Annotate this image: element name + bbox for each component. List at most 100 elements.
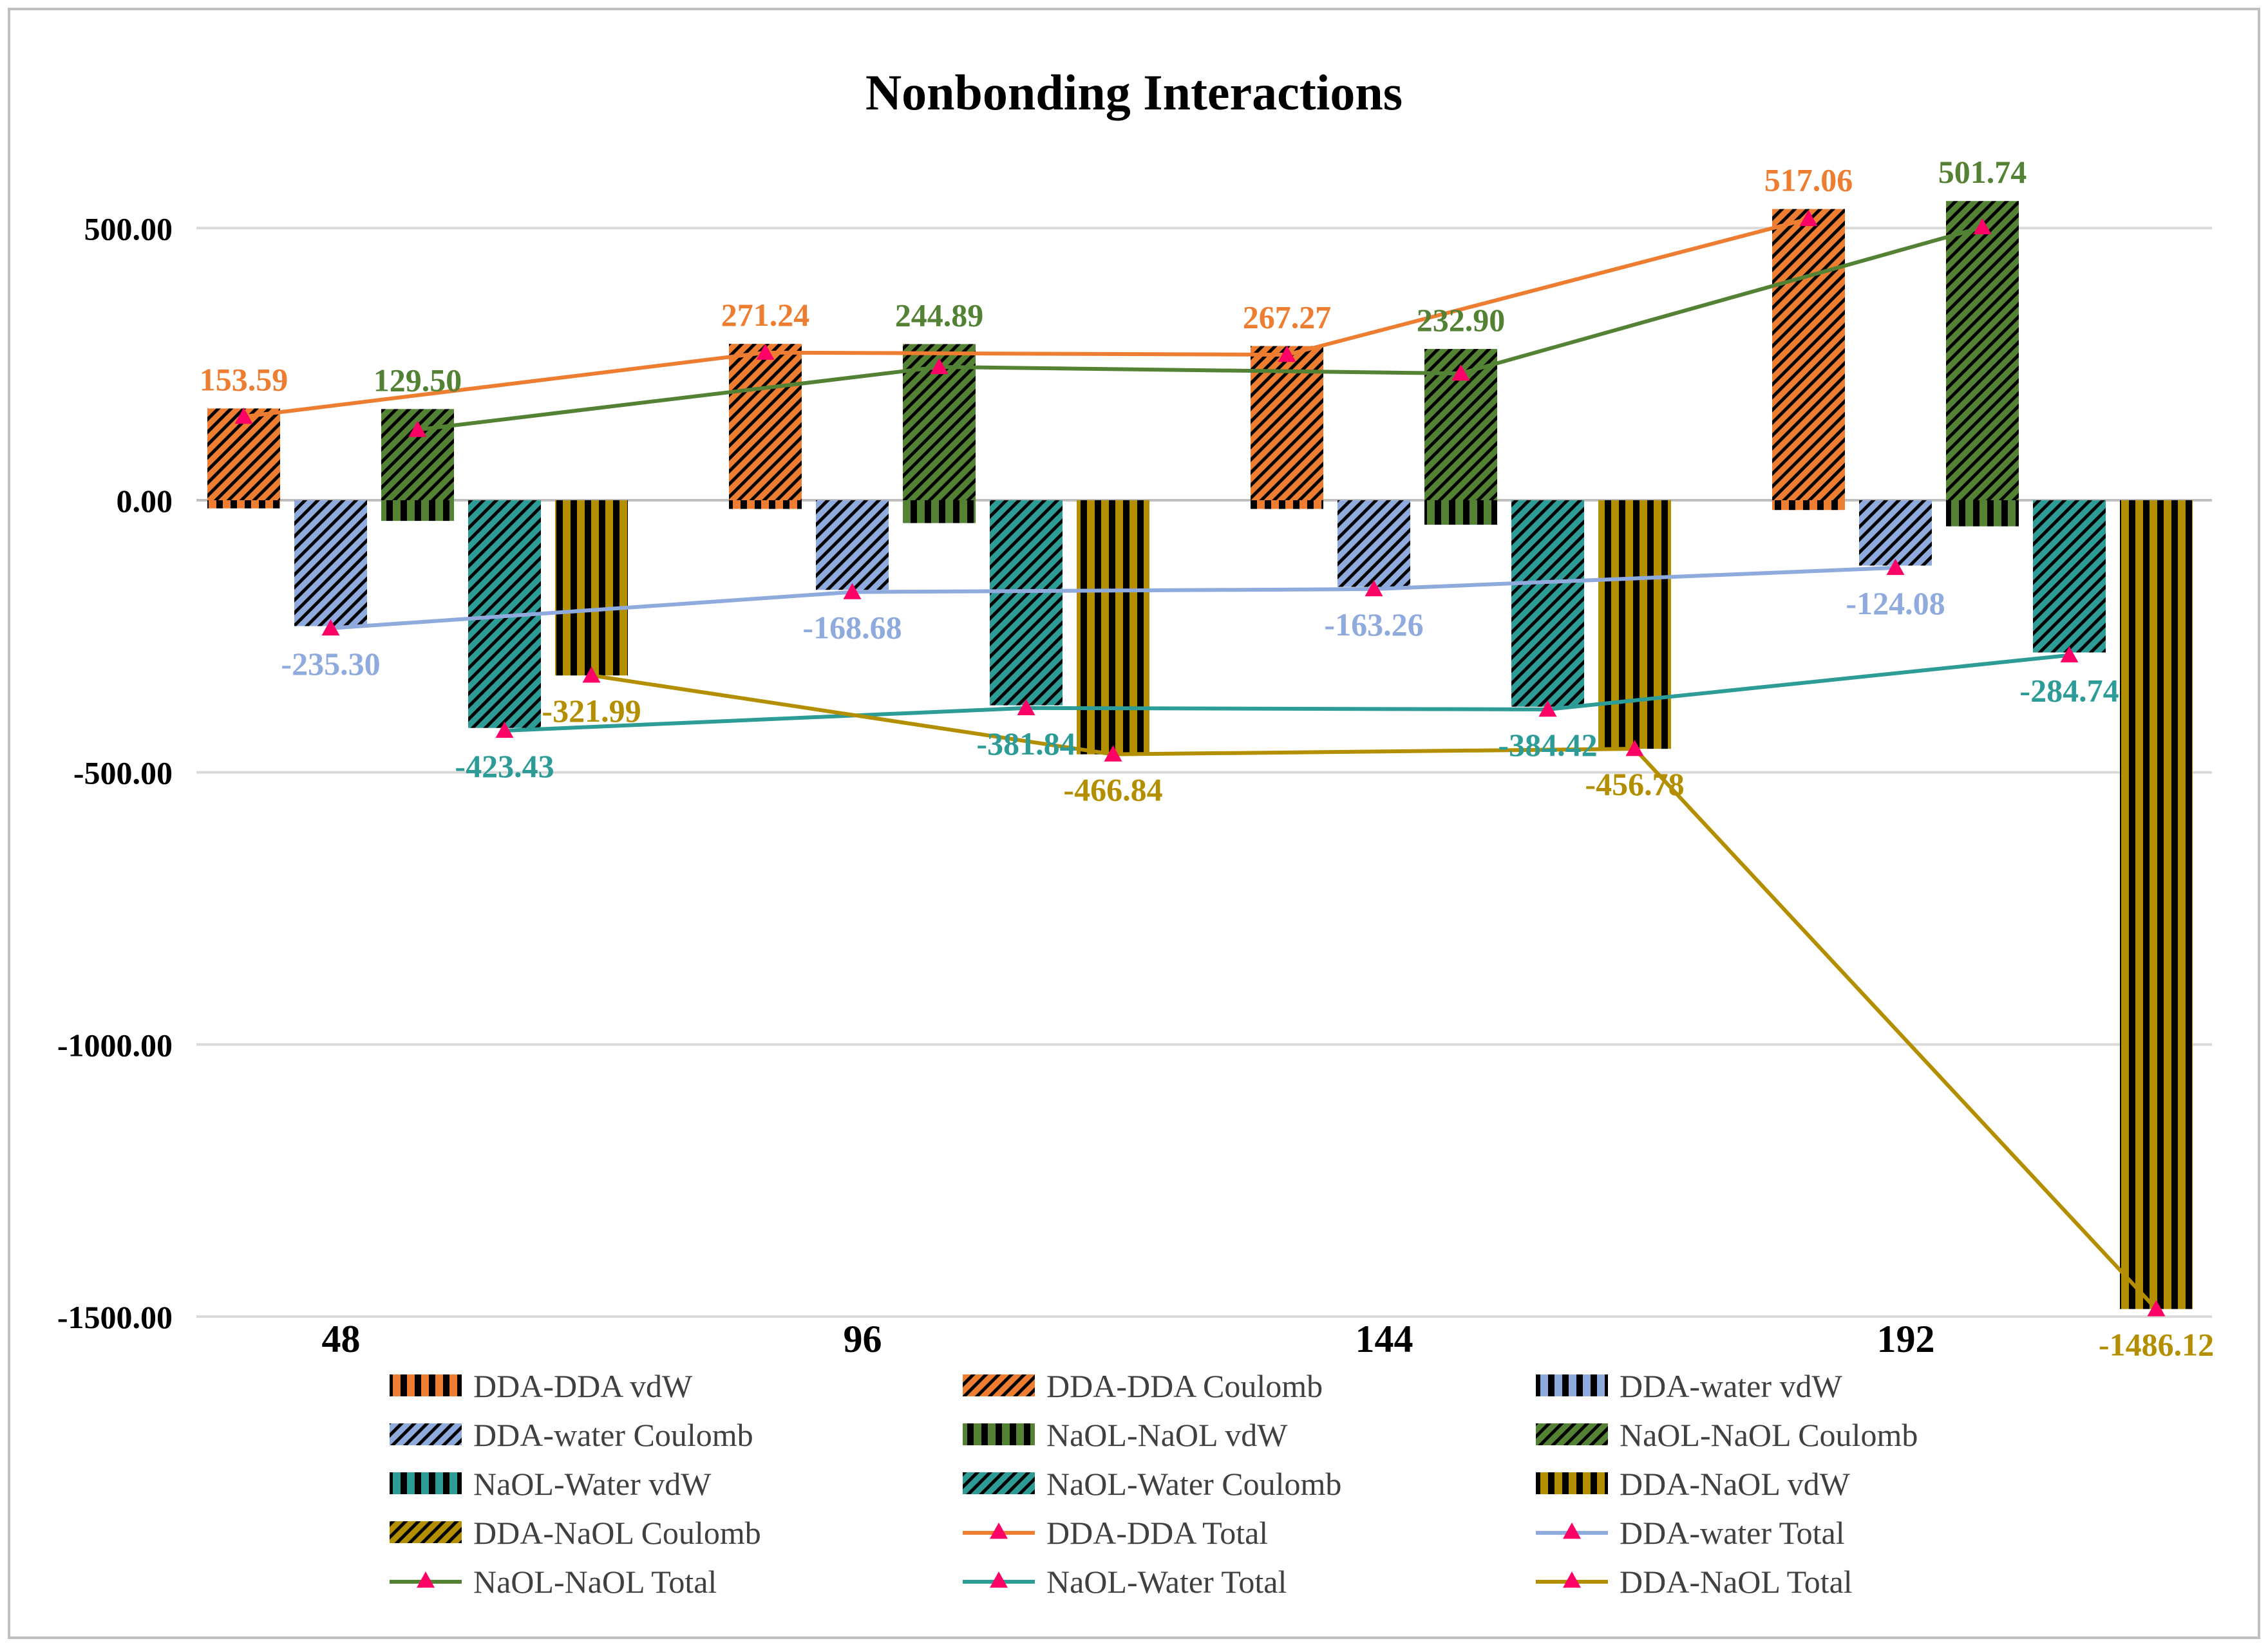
legend-entry: DDA-NaOL vdW bbox=[1536, 1466, 1851, 1502]
legend-entry: NaOL-NaOL Total bbox=[390, 1564, 717, 1600]
legend-entry: DDA-water Total bbox=[1536, 1515, 1845, 1551]
marker-dda_water-total bbox=[1886, 558, 1905, 576]
marker-naol_naol-total bbox=[1451, 364, 1470, 381]
bar-naol_naol-vdw bbox=[903, 500, 976, 523]
marker-naol_water-total bbox=[495, 721, 514, 738]
y-tick-label: 500.00 bbox=[84, 211, 173, 247]
marker-dda_naol-total bbox=[1104, 745, 1122, 762]
line-dda_naol-total bbox=[591, 673, 2158, 1311]
data-label-dda_dda: 517.06 bbox=[1764, 162, 1853, 198]
legend-label: NaOL-NaOL Coulomb bbox=[1620, 1417, 1918, 1453]
legend-bar-swatch bbox=[390, 1521, 462, 1543]
legend-label: NaOL-Water vdW bbox=[473, 1466, 712, 1502]
x-tick-label: 144 bbox=[1356, 1318, 1413, 1360]
legend-entry: DDA-water vdW bbox=[1536, 1368, 1843, 1404]
legend-entry: DDA-NaOL Coulomb bbox=[390, 1515, 761, 1551]
data-label-dda_dda: 271.24 bbox=[721, 297, 810, 333]
legend-entry: DDA-water Coulomb bbox=[390, 1417, 753, 1453]
legend-label: DDA-NaOL Coulomb bbox=[473, 1515, 761, 1551]
marker-naol_naol-total bbox=[1973, 218, 1992, 235]
bar-dda_dda-vdw bbox=[207, 500, 280, 509]
legend-label: NaOL-Water Total bbox=[1046, 1564, 1287, 1600]
bar-dda_naol-vdw bbox=[2120, 500, 2193, 1309]
marker-naol_water-total bbox=[2060, 646, 2079, 662]
legend-label: NaOL-NaOL Total bbox=[473, 1564, 717, 1600]
bar-naol_naol-coulomb bbox=[1946, 201, 2019, 500]
legend-marker-swatch bbox=[990, 1571, 1008, 1588]
x-tick-label: 96 bbox=[844, 1318, 882, 1360]
legend-bar-swatch bbox=[1536, 1472, 1608, 1494]
legend-bar-swatch bbox=[1536, 1374, 1608, 1396]
x-axis-tick-labels: 48 96 144 192 bbox=[322, 1318, 1935, 1360]
marker-naol_naol-total bbox=[930, 357, 949, 375]
line-dda_dda-total bbox=[243, 216, 1810, 419]
bar-naol_water-coulomb bbox=[1511, 500, 1584, 707]
legend-marker-swatch bbox=[1563, 1571, 1581, 1588]
total-markers bbox=[234, 209, 2166, 1317]
marker-dda_naol-total bbox=[582, 666, 601, 683]
legend-entry: NaOL-Water vdW bbox=[390, 1466, 712, 1502]
data-label-dda_dda: 267.27 bbox=[1243, 299, 1332, 335]
legend-marker-swatch bbox=[990, 1523, 1008, 1539]
data-label-naol_water: -284.74 bbox=[2019, 673, 2119, 709]
data-label-dda_naol: -1486.12 bbox=[2099, 1326, 2214, 1362]
data-label-dda_water: -124.08 bbox=[1846, 585, 1945, 621]
y-tick-label: -1500.00 bbox=[57, 1299, 173, 1335]
legend-entry: DDA-DDA Total bbox=[963, 1515, 1268, 1551]
bar-dda_water-coulomb bbox=[1337, 500, 1410, 587]
y-axis-tick-labels: 500.00 0.00 -500.00 -1000.00 -1500.00 bbox=[57, 211, 173, 1335]
legend-label: DDA-DDA vdW bbox=[473, 1368, 693, 1404]
marker-naol_water-total bbox=[1017, 698, 1035, 716]
legend-label: DDA-DDA Total bbox=[1046, 1515, 1268, 1551]
legend-label: DDA-NaOL vdW bbox=[1620, 1466, 1851, 1502]
legend-bar-swatch bbox=[963, 1374, 1035, 1396]
legend-entry: DDA-DDA Coulomb bbox=[963, 1368, 1323, 1404]
chart-title: Nonbonding Interactions bbox=[865, 64, 1403, 120]
bar-naol_naol-vdw bbox=[1946, 500, 2019, 527]
bar-naol_water-coulomb bbox=[2033, 500, 2106, 653]
marker-dda_water-total bbox=[321, 619, 340, 636]
total-lines bbox=[243, 216, 2158, 1311]
legend-bar-swatch bbox=[1536, 1423, 1608, 1445]
marker-naol_water-total bbox=[1538, 700, 1557, 717]
data-label-naol_naol: 232.90 bbox=[1417, 302, 1506, 338]
bar-dda_water-coulomb bbox=[816, 500, 889, 590]
y-tick-label: 0.00 bbox=[117, 483, 173, 519]
bar-naol_naol-vdw bbox=[1424, 500, 1497, 525]
legend-label: NaOL-Water Coulomb bbox=[1046, 1466, 1341, 1502]
marker-dda_water-total bbox=[1365, 580, 1383, 597]
legend-bar-swatch bbox=[963, 1472, 1035, 1494]
bar-naol_water-coulomb bbox=[990, 500, 1063, 706]
legend-entry: NaOL-Water Total bbox=[963, 1564, 1287, 1600]
legend-marker-swatch bbox=[417, 1571, 435, 1588]
legend-entry: NaOL-Water Coulomb bbox=[963, 1466, 1341, 1502]
legend-entry: DDA-DDA vdW bbox=[390, 1368, 693, 1404]
line-naol_water-total bbox=[504, 653, 2070, 733]
bar-dda_water-coulomb bbox=[1859, 500, 1932, 566]
data-label-naol_naol: 244.89 bbox=[895, 297, 984, 333]
legend-bar-swatch bbox=[390, 1423, 462, 1445]
legend-entry: NaOL-NaOL vdW bbox=[963, 1417, 1288, 1453]
bar-dda_water-coulomb bbox=[294, 500, 367, 626]
marker-dda_dda-total bbox=[234, 408, 253, 424]
x-tick-label: 192 bbox=[1877, 1318, 1935, 1360]
legend-marker-swatch bbox=[1563, 1523, 1581, 1539]
marker-dda_water-total bbox=[843, 583, 862, 599]
data-label-dda_water: -168.68 bbox=[802, 610, 902, 646]
data-label-naol_water: -384.42 bbox=[1498, 727, 1597, 763]
y-tick-label: -500.00 bbox=[73, 755, 173, 791]
legend-label: DDA-NaOL Total bbox=[1620, 1564, 1853, 1600]
legend-label: DDA-water Coulomb bbox=[473, 1417, 753, 1453]
bar-dda_naol-vdw bbox=[555, 500, 628, 676]
legend-entry: DDA-NaOL Total bbox=[1536, 1564, 1853, 1600]
bars bbox=[207, 201, 2193, 1309]
legend-label: NaOL-NaOL vdW bbox=[1046, 1417, 1288, 1453]
legend-bar-swatch bbox=[390, 1374, 462, 1396]
marker-dda_dda-total bbox=[1799, 209, 1818, 227]
line-dda_water-total bbox=[330, 565, 1896, 630]
data-label-naol_naol: 129.50 bbox=[373, 362, 462, 398]
data-label-naol_water: -381.84 bbox=[976, 726, 1075, 762]
data-label-dda_naol: -321.99 bbox=[542, 693, 641, 729]
line-naol_naol-total bbox=[417, 225, 1983, 432]
